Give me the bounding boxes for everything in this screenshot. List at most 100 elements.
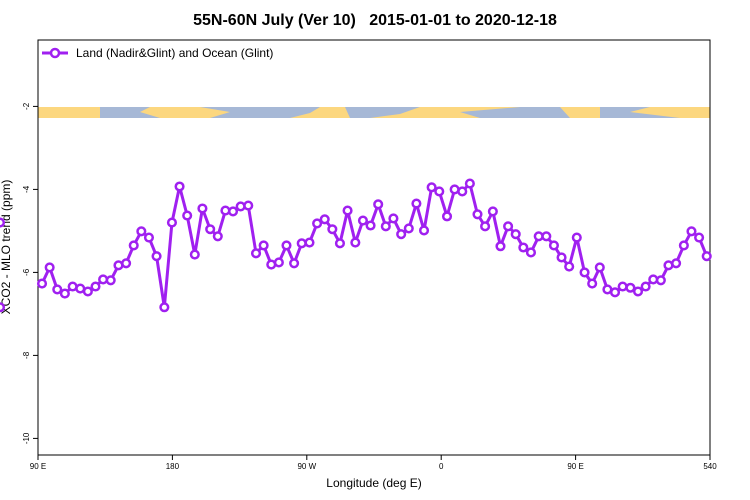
data-point xyxy=(678,240,689,251)
data-point xyxy=(52,284,63,295)
data-point xyxy=(457,186,468,197)
data-point xyxy=(701,251,712,262)
data-point xyxy=(59,288,70,299)
series-line xyxy=(40,182,709,309)
data-point xyxy=(472,209,483,220)
data-point xyxy=(212,231,223,242)
data-point xyxy=(44,262,55,273)
data-point xyxy=(227,206,239,217)
x-tick-label: 540 xyxy=(703,462,717,471)
data-point xyxy=(541,231,552,242)
x-tick-label: 0 xyxy=(439,462,444,471)
map-strip xyxy=(38,107,710,118)
data-point xyxy=(189,249,200,260)
data-point xyxy=(143,232,155,243)
data-point xyxy=(197,203,208,214)
y-tick-label: -8 xyxy=(22,351,31,359)
data-point xyxy=(694,232,705,243)
data-point xyxy=(258,240,269,251)
plot-frame xyxy=(37,39,711,456)
data-point xyxy=(327,224,338,235)
data-point xyxy=(182,210,193,221)
data-point xyxy=(655,275,666,286)
data-point xyxy=(548,240,559,251)
data-point xyxy=(617,281,628,292)
y-tick-label: -4 xyxy=(22,185,31,193)
legend-label: Land (Nadir&Glint) and Ocean (Glint) xyxy=(76,46,273,60)
data-point xyxy=(441,211,453,222)
data-point xyxy=(312,218,323,229)
y-tick-label: -10 xyxy=(22,432,31,444)
data-point xyxy=(166,217,178,228)
data-point xyxy=(373,199,384,210)
data-point xyxy=(564,261,575,272)
y-tick-label: -6 xyxy=(22,268,31,276)
data-point xyxy=(151,251,162,262)
data-point xyxy=(82,286,93,297)
x-tick-label: 90 E xyxy=(30,462,46,471)
data-point xyxy=(334,238,346,249)
data-point xyxy=(556,252,567,263)
data-point xyxy=(319,214,330,225)
data-point xyxy=(365,220,376,231)
data-point xyxy=(90,281,101,292)
data-point xyxy=(411,198,422,209)
data-point xyxy=(571,232,582,243)
data-point xyxy=(640,281,651,292)
data-point xyxy=(350,237,361,248)
x-tick-label: 90 W xyxy=(297,462,316,471)
data-point xyxy=(357,215,368,226)
data-point xyxy=(128,240,139,251)
x-tick-label: 90 E xyxy=(567,462,583,471)
data-point xyxy=(434,186,445,197)
data-point xyxy=(121,258,132,269)
data-point xyxy=(205,224,216,235)
data-point xyxy=(579,267,590,278)
data-point xyxy=(342,205,353,216)
data-point xyxy=(495,241,506,252)
data-point xyxy=(105,275,116,286)
data-point xyxy=(36,278,48,289)
x-axis-label: Longitude (deg E) xyxy=(326,476,421,490)
data-point xyxy=(487,206,498,217)
data-point xyxy=(304,237,315,248)
y-tick-label: -2 xyxy=(22,102,31,110)
legend-marker xyxy=(49,47,61,59)
data-point xyxy=(510,229,521,240)
data-point xyxy=(174,181,185,192)
data-point xyxy=(625,282,636,293)
data-point xyxy=(289,258,300,269)
chart-title: 55N-60N July (Ver 10) 2015-01-01 to 2020… xyxy=(193,12,557,29)
data-point xyxy=(464,178,475,189)
data-point xyxy=(380,221,391,232)
data-point xyxy=(587,278,598,289)
data-point xyxy=(273,257,284,268)
data-point xyxy=(671,258,682,269)
data-point xyxy=(388,213,399,224)
data-point xyxy=(503,221,514,232)
data-point xyxy=(396,229,407,240)
data-point xyxy=(136,226,147,237)
data-point xyxy=(250,248,262,259)
data-point xyxy=(480,221,491,232)
data-point xyxy=(632,286,644,297)
data-point xyxy=(426,182,437,193)
data-point xyxy=(296,238,307,249)
data-point xyxy=(0,302,6,313)
data-point xyxy=(243,200,254,211)
data-point xyxy=(281,240,292,251)
data-point xyxy=(609,287,621,298)
map-ocean xyxy=(100,107,680,118)
legend: Land (Nadir&Glint) and Ocean (Glint) xyxy=(42,46,273,60)
data-point xyxy=(403,223,414,234)
data-point xyxy=(0,217,6,228)
y-axis-label: XCO2 - MLO trend (ppm) xyxy=(0,180,13,315)
data-point xyxy=(518,242,529,253)
data-point xyxy=(686,226,697,237)
data-point xyxy=(418,225,430,236)
x-tick-label: 180 xyxy=(166,462,180,471)
data-point xyxy=(525,247,536,258)
data-point xyxy=(159,302,170,313)
